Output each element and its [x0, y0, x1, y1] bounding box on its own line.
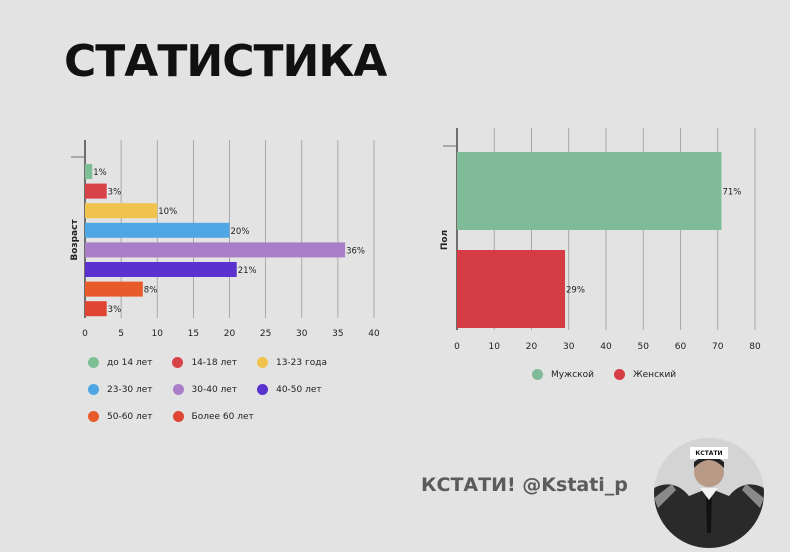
age-legend-label: 14-18 лет — [191, 357, 237, 368]
age-legend-label: 50-60 лет — [107, 411, 153, 422]
age-legend-item[interactable]: 30-40 лет — [172, 384, 238, 395]
age-legend-label: 13-23 года — [275, 357, 327, 368]
age-legend-swatch — [257, 384, 269, 395]
sex-bar — [457, 152, 722, 230]
age-data-label: 10% — [158, 207, 177, 217]
age-legend-label: 23-30 лет — [107, 384, 153, 395]
avatar[interactable]: КСТАТИ — [654, 438, 764, 548]
sex-legend-swatch — [532, 369, 543, 380]
age-legend-swatch — [172, 384, 184, 395]
sex-tick-label: 50 — [638, 342, 650, 352]
age-tick-label: 20 — [224, 329, 236, 339]
age-data-label: 3% — [108, 188, 122, 198]
age-tick-label: 25 — [260, 329, 271, 339]
age-data-label: 3% — [108, 305, 122, 315]
age-tick-label: 30 — [296, 329, 308, 339]
age-legend-label: до 14 лет — [107, 357, 153, 368]
sex-data-label: 29% — [566, 286, 585, 296]
age-legend-swatch — [256, 357, 268, 368]
age-bar — [85, 281, 143, 297]
sex-data-label: 71% — [722, 188, 741, 198]
age-tick-label: 15 — [188, 329, 199, 339]
sex-legend-swatch — [613, 369, 625, 380]
age-tick-label: 0 — [82, 329, 88, 339]
sex-chart-ylabel: Пол — [440, 230, 450, 250]
age-legend-item[interactable]: 14-18 лет — [172, 357, 237, 368]
sex-legend-label: Мужской — [551, 369, 594, 380]
age-legend-label: 30-40 лет — [191, 384, 238, 395]
sex-tick-label: 70 — [712, 342, 724, 352]
sex-legend: Мужской Женский — [532, 369, 696, 380]
age-data-label: 21% — [238, 266, 257, 276]
sex-legend-item[interactable]: Мужской — [532, 369, 594, 380]
age-chart-ylabel: Возраст — [70, 219, 80, 261]
age-legend-item[interactable]: 50-60 лет — [88, 411, 153, 422]
sex-tick-label: 40 — [600, 342, 612, 352]
page-title: СТАТИСТИКА — [64, 36, 387, 87]
age-data-label: 1% — [93, 168, 107, 178]
brand-handle[interactable]: КСТАТИ! @Kstati_p — [421, 474, 628, 496]
sex-tick-label: 30 — [563, 342, 575, 352]
age-bar — [85, 301, 107, 317]
age-legend-item[interactable]: до 14 лет — [88, 357, 152, 368]
age-tick-label: 40 — [368, 329, 380, 339]
age-bar — [85, 183, 107, 199]
age-legend-swatch — [172, 357, 184, 368]
age-bar — [85, 222, 230, 238]
age-legend-item[interactable]: Более 60 лет — [172, 411, 254, 422]
age-bar — [85, 262, 237, 277]
age-bar — [85, 242, 346, 258]
sex-bar — [457, 250, 566, 328]
age-data-label: 20% — [231, 227, 250, 237]
age-tick-label: 35 — [332, 329, 343, 339]
avatar-tag: КСТАТИ — [690, 447, 728, 459]
age-legend-item[interactable]: 13-23 года — [256, 357, 327, 368]
age-legend-item[interactable]: 23-30 лет — [88, 384, 153, 395]
age-legend-item[interactable]: 40-50 лет — [257, 384, 322, 395]
age-legend: до 14 лет 14-18 лет 13-23 года 23-30 лет 30-… — [88, 357, 408, 422]
sex-legend-label: Женский — [632, 369, 677, 380]
age-legend-swatch — [88, 357, 99, 368]
sex-tick-label: 80 — [749, 342, 761, 352]
age-legend-swatch — [88, 411, 99, 422]
age-legend-label: 40-50 лет — [276, 384, 322, 395]
age-legend-swatch — [88, 384, 99, 395]
sex-legend-item[interactable]: Женский — [613, 369, 677, 380]
age-data-label: 8% — [144, 286, 158, 296]
sex-tick-label: 20 — [526, 342, 538, 352]
age-bar — [85, 203, 158, 219]
sex-tick-label: 0 — [454, 342, 460, 352]
age-data-label: 36% — [346, 246, 365, 256]
age-tick-label: 10 — [152, 329, 164, 339]
age-bar — [85, 164, 93, 179]
age-legend-label: Более 60 лет — [191, 411, 254, 422]
age-legend-swatch — [172, 411, 184, 422]
sex-tick-label: 10 — [489, 342, 501, 352]
sex-tick-label: 60 — [675, 342, 687, 352]
age-tick-label: 5 — [118, 329, 124, 339]
age-chart: Возраст 1%3%10%20%36%21%8%3% 0 5 10 15 20 25 3… — [70, 140, 380, 339]
sex-chart: Пол 71% 29% 0 10 20 30 40 50 60 70 80 — [440, 128, 761, 352]
